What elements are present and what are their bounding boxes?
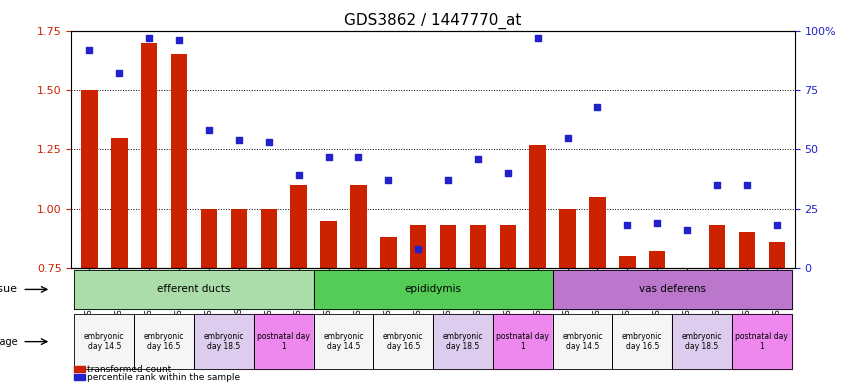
Text: transformed count: transformed count — [87, 364, 172, 374]
Bar — [350, 185, 367, 268]
Text: embryonic
day 18.5: embryonic day 18.5 — [442, 332, 484, 351]
Point — [471, 156, 484, 162]
Point — [411, 246, 425, 252]
Bar — [82, 90, 98, 268]
Bar — [440, 225, 457, 268]
Bar — [201, 209, 217, 268]
Text: embryonic
day 18.5: embryonic day 18.5 — [682, 332, 722, 351]
Text: vas deferens: vas deferens — [638, 285, 706, 295]
Bar — [738, 232, 755, 268]
Text: embryonic
day 16.5: embryonic day 16.5 — [622, 332, 663, 351]
Text: embryonic
day 14.5: embryonic day 14.5 — [563, 332, 603, 351]
Bar — [380, 237, 396, 268]
Bar — [320, 220, 336, 268]
Bar — [619, 256, 636, 268]
Bar — [171, 55, 188, 268]
Point — [172, 37, 186, 43]
Bar — [649, 252, 665, 268]
Point — [501, 170, 515, 176]
Bar — [261, 209, 277, 268]
Text: percentile rank within the sample: percentile rank within the sample — [87, 372, 241, 382]
Bar — [500, 225, 516, 268]
Text: tissue: tissue — [0, 285, 18, 295]
Point — [531, 35, 544, 41]
Bar — [590, 197, 606, 268]
Point — [711, 182, 724, 188]
Text: embryonic
day 16.5: embryonic day 16.5 — [144, 332, 184, 351]
Point — [262, 139, 276, 145]
Point — [352, 154, 365, 160]
Bar — [290, 185, 307, 268]
Bar — [141, 43, 157, 268]
Text: development stage: development stage — [0, 337, 18, 347]
Text: embryonic
day 16.5: embryonic day 16.5 — [383, 332, 424, 351]
Bar — [111, 137, 128, 268]
Bar — [530, 145, 546, 268]
Text: postnatal day
1: postnatal day 1 — [735, 332, 788, 351]
Point — [232, 137, 246, 143]
Text: epididymis: epididymis — [405, 285, 462, 295]
Point — [621, 222, 634, 228]
Text: efferent ducts: efferent ducts — [157, 285, 230, 295]
Point — [202, 127, 215, 134]
Point — [113, 70, 126, 76]
Point — [561, 134, 574, 141]
Text: embryonic
day 18.5: embryonic day 18.5 — [204, 332, 244, 351]
Text: postnatal day
1: postnatal day 1 — [496, 332, 549, 351]
Bar — [709, 225, 725, 268]
Bar — [470, 225, 486, 268]
Bar — [769, 242, 785, 268]
Point — [680, 227, 694, 233]
Bar — [559, 209, 576, 268]
Point — [770, 222, 784, 228]
Point — [322, 154, 336, 160]
Point — [740, 182, 754, 188]
Text: postnatal day
1: postnatal day 1 — [257, 332, 310, 351]
Text: embryonic
day 14.5: embryonic day 14.5 — [323, 332, 363, 351]
Text: embryonic
day 14.5: embryonic day 14.5 — [84, 332, 124, 351]
Point — [590, 104, 604, 110]
Point — [442, 177, 455, 183]
Title: GDS3862 / 1447770_at: GDS3862 / 1447770_at — [345, 13, 521, 29]
Bar — [410, 225, 426, 268]
Point — [382, 177, 395, 183]
Point — [292, 172, 305, 179]
Point — [82, 46, 96, 53]
Point — [651, 220, 664, 226]
Bar — [230, 209, 247, 268]
Point — [142, 35, 156, 41]
